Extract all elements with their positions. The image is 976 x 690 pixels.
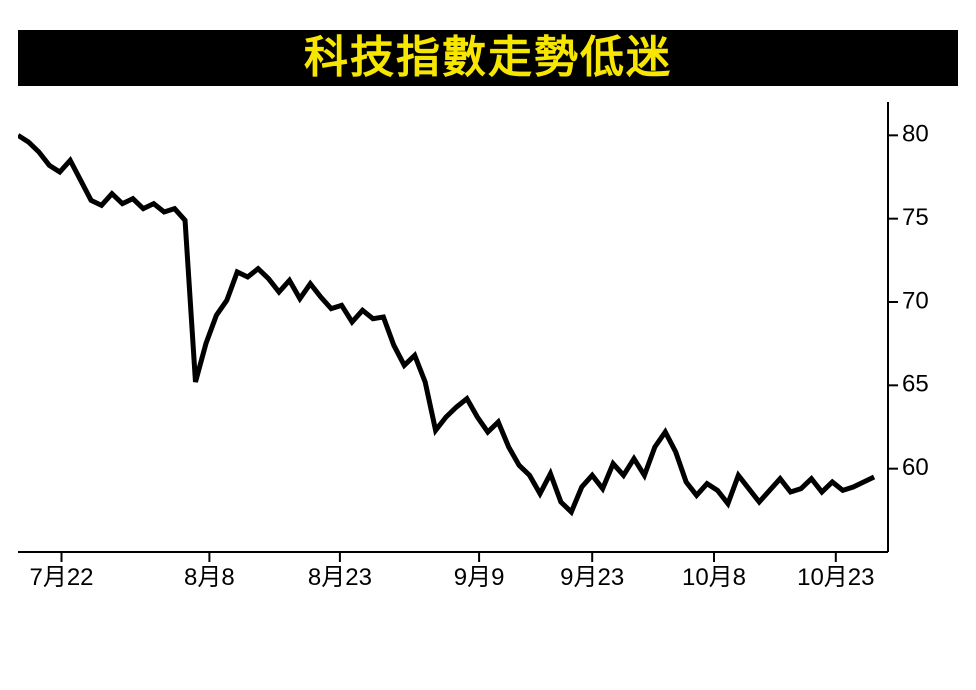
x-tick-label: 9月23 [560,564,624,591]
y-tick-label: 80 [902,121,929,148]
y-tick-label: 65 [902,371,929,398]
chart-title: 科技指數走勢低迷 [304,36,672,80]
chart-page: 科技指數走勢低迷 60 65 70 75 80 7月22 8月8 8月23 9月9 9月23 10月… [0,0,976,690]
line-chart: 60 65 70 75 80 7月22 8月8 8月23 9月9 9月23 10月8 10月23 [18,102,964,602]
y-tick-label: 60 [902,454,929,481]
x-tick-label: 10月23 [797,564,874,591]
x-tick-label: 8月8 [184,564,235,591]
y-tick-label: 70 [902,287,929,314]
data-series-line [18,135,874,512]
x-tick-label: 8月23 [308,564,372,591]
y-tick-label: 75 [902,204,929,231]
x-tick-label: 10月8 [682,564,746,591]
x-tick-label: 7月22 [29,564,93,591]
x-tick-label: 9月9 [454,564,505,591]
chart-title-bar: 科技指數走勢低迷 [18,30,958,86]
chart-area: 60657075807月228月88月239月99月2310月810月23 [18,102,964,582]
